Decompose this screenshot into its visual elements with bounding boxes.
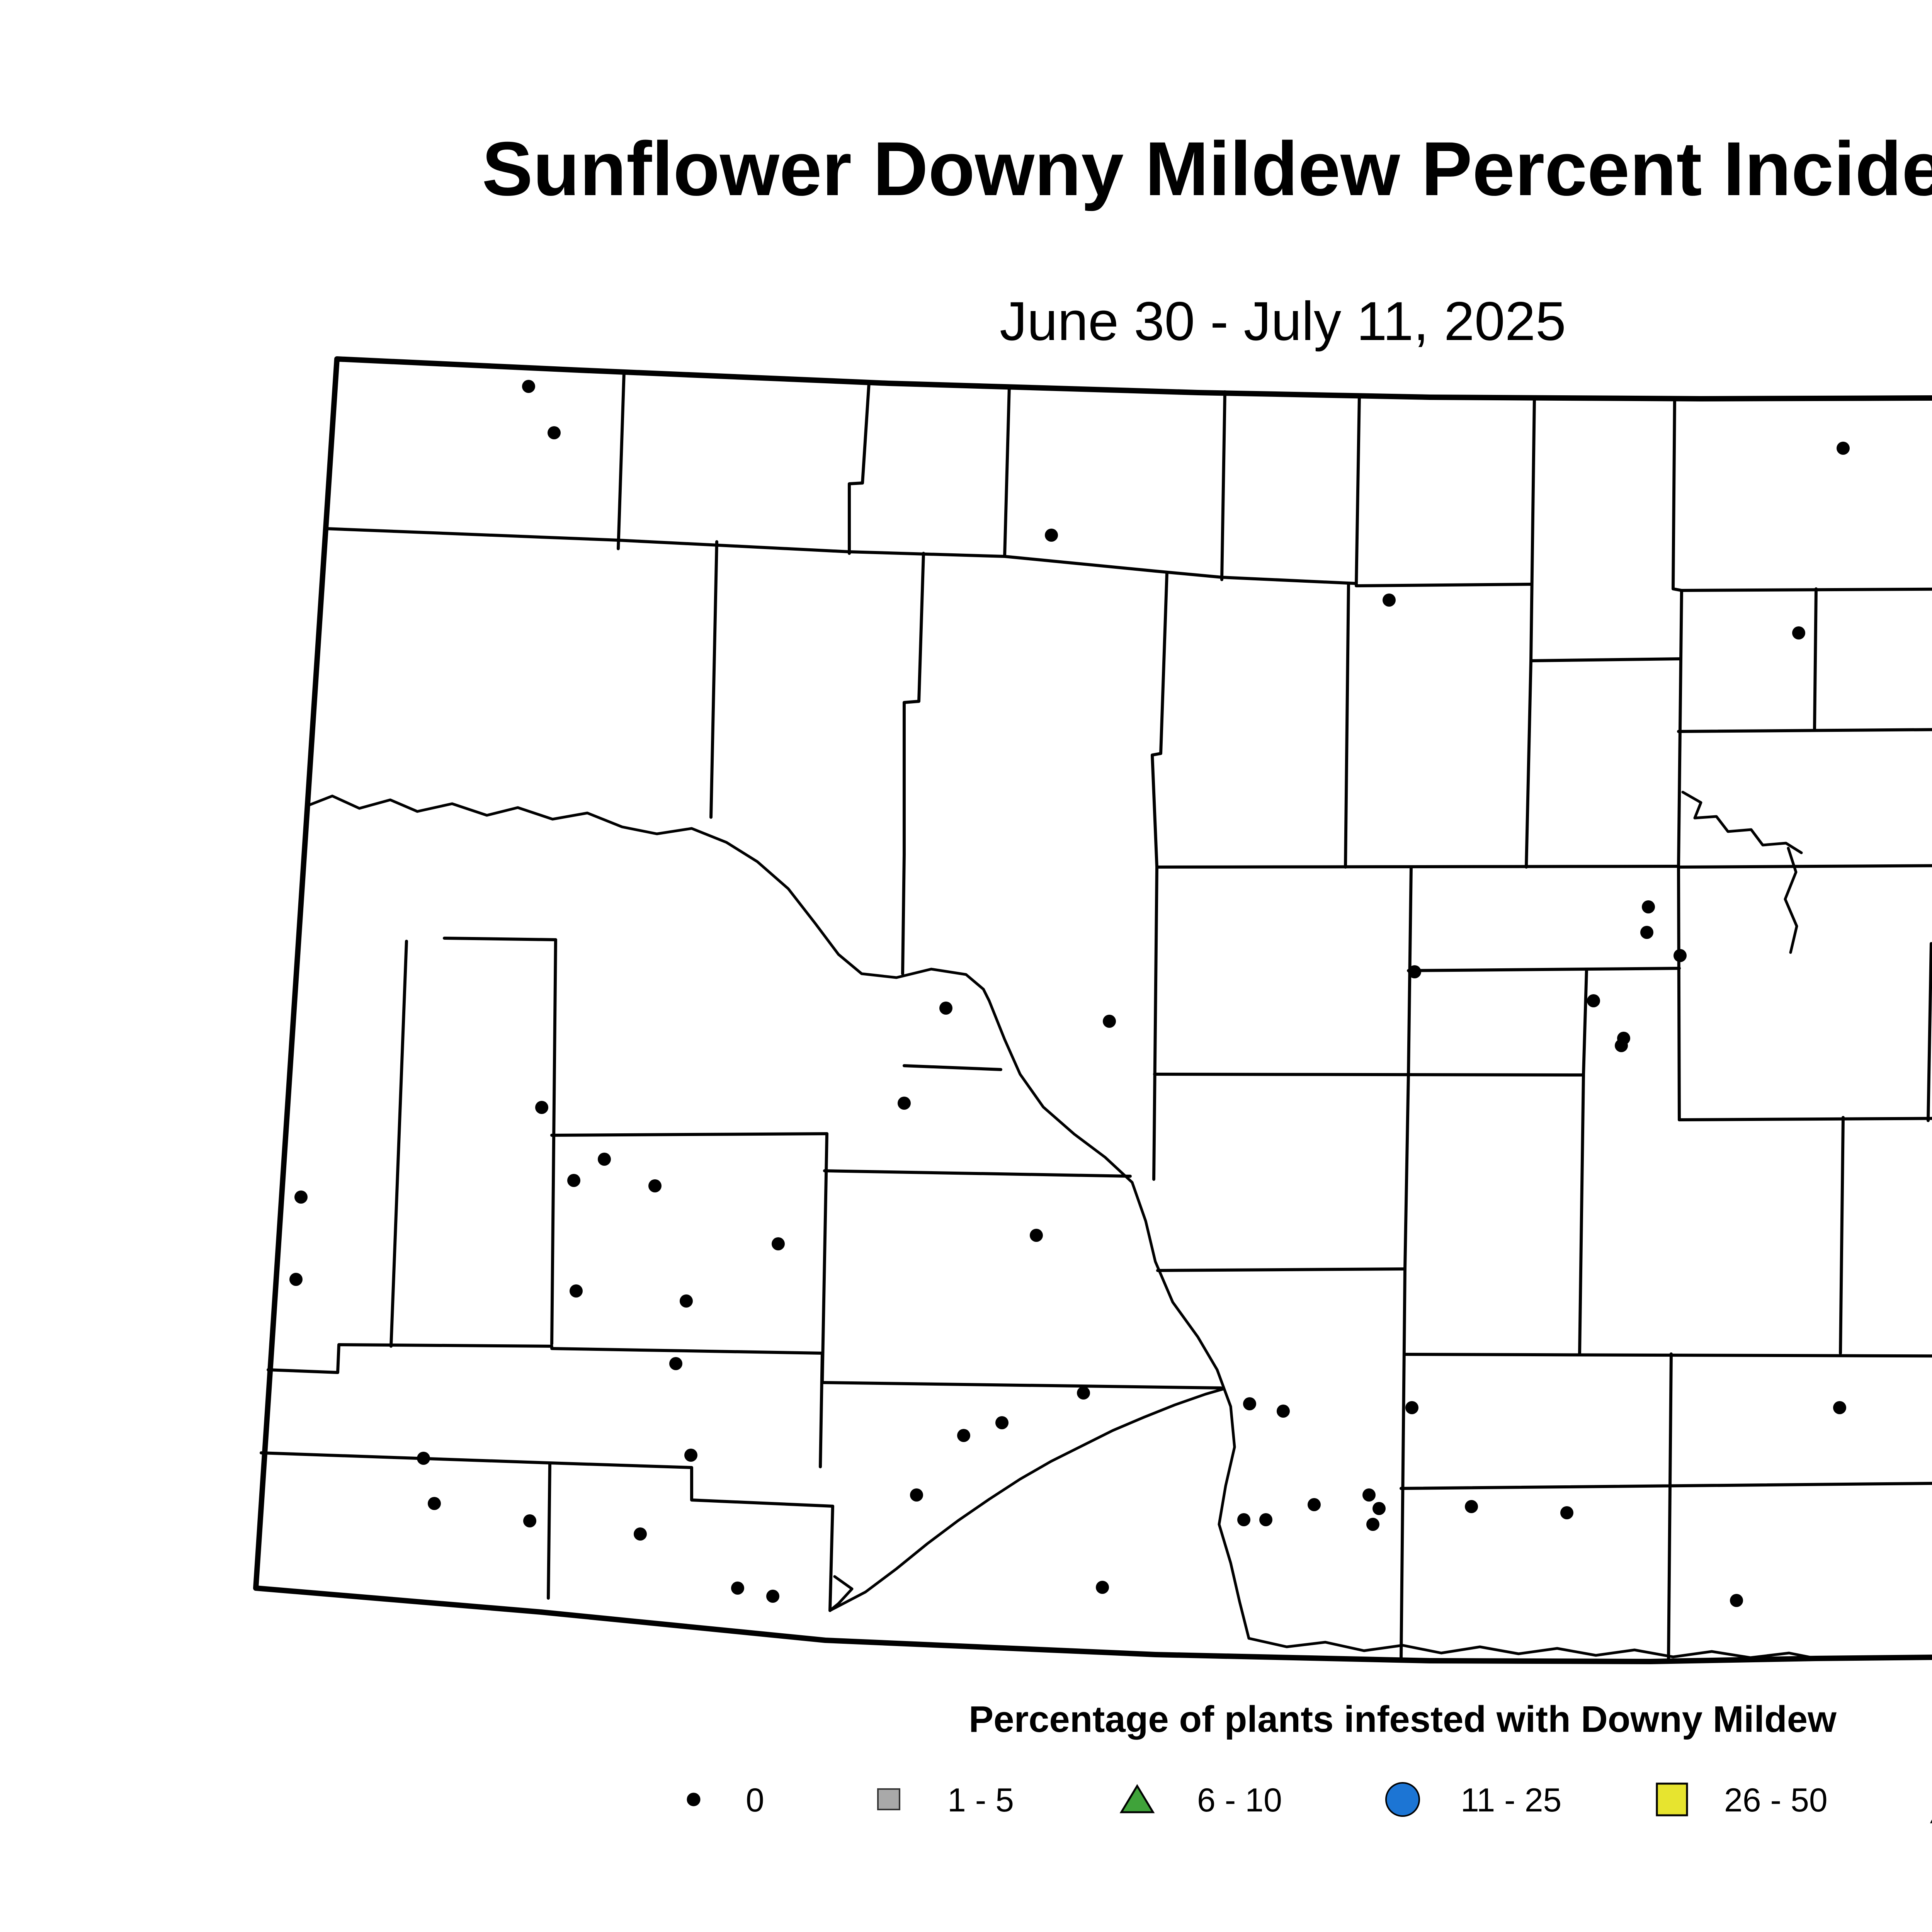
date-range-subtitle: June 30 - July 11, 2025 xyxy=(1000,291,1566,352)
yellow-square-icon xyxy=(1656,1782,1688,1816)
survey-site-zero-dot xyxy=(548,426,561,439)
survey-site-zero-dot xyxy=(570,1284,583,1298)
survey-site-zero-dot xyxy=(1405,1401,1418,1414)
state-outline xyxy=(253,356,1932,1664)
survey-site-zero-dot xyxy=(1237,1513,1250,1526)
survey-site-zero-dot xyxy=(1837,442,1850,455)
survey-site-zero-dot xyxy=(1673,949,1687,962)
survey-site-zero-dot xyxy=(1077,1386,1090,1400)
survey-site-zero-dot xyxy=(648,1179,662,1192)
legend-title: Percentage of plants infested with Downy… xyxy=(969,1699,1837,1740)
survey-site-zero-dot xyxy=(1615,1039,1628,1052)
blue-circle-icon xyxy=(1385,1782,1420,1817)
survey-site-zero-dot xyxy=(1366,1518,1379,1531)
survey-site-zero-dot xyxy=(1408,965,1421,978)
survey-site-zero-dot xyxy=(1833,1401,1846,1414)
devils-lake xyxy=(1681,791,1803,854)
legend-label: 26 - 50 xyxy=(1724,1782,1828,1819)
survey-site-zero-dot xyxy=(684,1449,697,1462)
survey-site-zero-dot xyxy=(1792,626,1805,639)
survey-site-zero-dot xyxy=(428,1497,441,1510)
survey-site-zero-dot xyxy=(731,1582,744,1595)
survey-site-zero-dot xyxy=(1243,1397,1256,1410)
survey-site-zero-dot xyxy=(1308,1498,1321,1511)
survey-site-zero-dot xyxy=(598,1153,611,1166)
legend-item-11-25: 11 - 25 xyxy=(1385,1782,1561,1819)
survey-site-zero-dot xyxy=(1045,529,1058,542)
black-dot-icon xyxy=(687,1793,701,1806)
survey-site-zero-dot xyxy=(939,1002,952,1015)
legend-item-1-5: 1 - 5 xyxy=(877,1782,1014,1819)
survey-site-zero-dot xyxy=(522,380,535,393)
legend-item-6-10: 6 - 10 xyxy=(1119,1782,1282,1819)
county-boundaries xyxy=(260,370,1932,1663)
survey-site-zero-dot xyxy=(957,1429,970,1442)
survey-site-zero-dot xyxy=(1096,1581,1109,1594)
sheyenne-river xyxy=(1784,847,1798,954)
survey-site-zero-dot xyxy=(1277,1405,1290,1418)
survey-site-zero-dot xyxy=(1730,1594,1743,1607)
survey-site-zero-dot xyxy=(567,1174,580,1187)
survey-site-zero-dot xyxy=(1362,1488,1376,1502)
survey-site-zero-dot xyxy=(898,1097,911,1110)
survey-site-zero-dot xyxy=(1465,1500,1478,1513)
map-markers xyxy=(289,380,1850,1607)
rivers xyxy=(306,791,1818,1660)
legend-item-0: 0 xyxy=(687,1782,764,1819)
survey-site-zero-dot xyxy=(680,1294,693,1308)
survey-site-zero-dot xyxy=(1640,926,1653,939)
legend-label: 6 - 10 xyxy=(1197,1782,1282,1819)
survey-site-zero-dot xyxy=(766,1590,779,1603)
survey-site-zero-dot xyxy=(1372,1502,1386,1515)
survey-site-zero-dot xyxy=(634,1527,647,1541)
cannonball-river xyxy=(828,1388,1225,1612)
page-title: Sunflower Downy Mildew Percent Incidence xyxy=(482,126,1932,211)
survey-site-zero-dot xyxy=(1103,1015,1116,1028)
legend-label: 11 - 25 xyxy=(1461,1782,1561,1819)
legend-item-26-50: 26 - 50 xyxy=(1656,1782,1828,1819)
legend-label: 0 xyxy=(746,1782,764,1819)
survey-site-zero-dot xyxy=(1560,1506,1573,1519)
survey-site-zero-dot xyxy=(294,1190,308,1204)
survey-site-zero-dot xyxy=(669,1357,682,1370)
gray-square-icon xyxy=(877,1788,900,1810)
survey-site-zero-dot xyxy=(995,1416,1009,1429)
survey-site-zero-dot xyxy=(289,1273,303,1286)
survey-site-zero-dot xyxy=(910,1488,923,1502)
legend-label: 1 - 5 xyxy=(947,1782,1014,1819)
green-triangle-icon xyxy=(1119,1784,1155,1813)
survey-site-zero-dot xyxy=(535,1101,548,1114)
missouri-river xyxy=(306,794,1818,1660)
survey-site-zero-dot xyxy=(772,1237,785,1250)
survey-site-zero-dot xyxy=(1642,900,1655,913)
survey-site-zero-dot xyxy=(417,1452,430,1465)
survey-site-zero-dot xyxy=(1587,994,1600,1007)
survey-site-zero-dot xyxy=(1259,1513,1272,1526)
survey-site-zero-dot xyxy=(1383,594,1396,607)
survey-site-zero-dot xyxy=(523,1514,536,1527)
legend: Percentage of plants infested with Downy… xyxy=(687,1699,1932,1823)
survey-site-zero-dot xyxy=(1030,1229,1043,1242)
